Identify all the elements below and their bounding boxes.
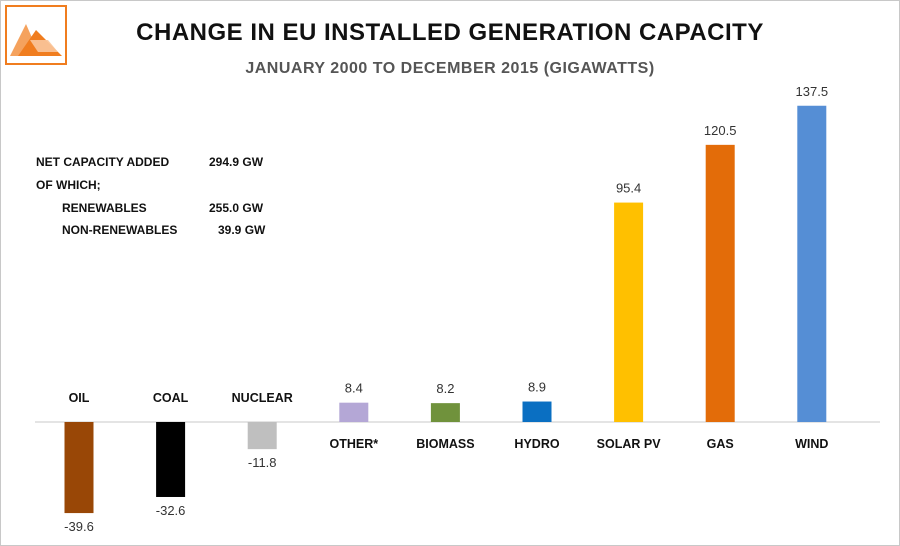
of-which-label: OF WHICH; [36,178,101,192]
category-label-coal: COAL [153,391,189,405]
value-label-other: 8.4 [345,381,363,396]
bar-other [339,402,369,422]
chart-subtitle: JANUARY 2000 TO DECEMBER 2015 (GIGAWATTS… [245,60,654,77]
bar-biomass [430,403,460,422]
nonrenewables-label: NON-RENEWABLES [62,223,177,237]
bar-coal [156,422,186,497]
value-label-coal: -32.6 [156,503,186,518]
renewables-value: 255.0 GW [209,201,264,215]
category-label-gas: GAS [707,437,734,451]
category-label-solar-pv: SOLAR PV [597,437,662,451]
value-label-solar-pv: 95.4 [616,181,641,196]
value-label-gas: 120.5 [704,123,737,138]
bar-oil [64,422,94,514]
net-capacity-label: NET CAPACITY ADDED [36,155,169,169]
value-label-oil: -39.6 [64,519,94,534]
category-label-biomass: BIOMASS [416,437,474,451]
value-label-wind: 137.5 [796,84,829,99]
triangle-logo-icon [5,5,67,65]
renewables-label: RENEWABLES [62,201,147,215]
category-label-wind: WIND [795,437,828,451]
bar-wind [797,105,827,422]
nonrenewables-value: 39.9 GW [218,223,266,237]
category-label-other: OTHER* [329,437,378,451]
net-capacity-value: 294.9 GW [209,155,264,169]
value-label-nuclear: -11.8 [248,455,277,470]
plot-area: OIL -39.6 COAL -32.6 NUCLEAR -11.8 OTHER* 8.4 BI… [35,84,880,534]
category-label-hydro: HYDRO [514,437,559,451]
bar-gas [705,144,735,422]
category-label-nuclear: NUCLEAR [232,391,293,405]
chart-title: CHANGE IN EU INSTALLED GENERATION CAPACI… [136,19,764,46]
value-label-hydro: 8.9 [528,380,546,395]
bar-solar-pv [614,202,644,422]
bar-hydro [522,401,552,422]
category-label-oil: OIL [69,391,90,405]
bar-nuclear [247,422,277,450]
value-label-biomass: 8.2 [436,381,454,396]
